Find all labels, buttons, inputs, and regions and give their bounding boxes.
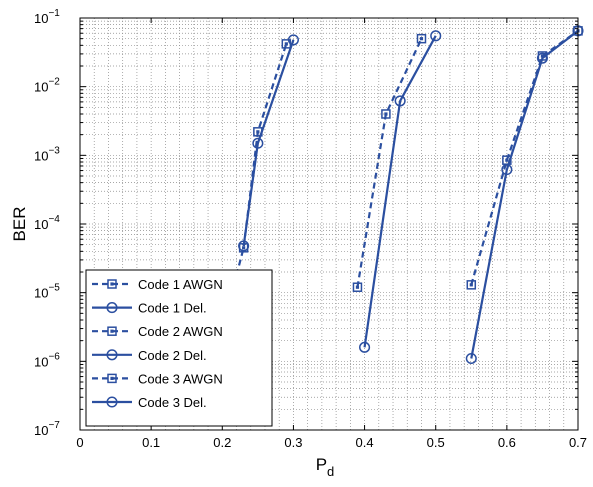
x-tick-label: 0 [76,435,83,450]
legend-label: Code 3 Del. [138,395,207,410]
x-tick-label: 0.4 [356,435,374,450]
y-tick-exponent: −5 [48,283,60,294]
series-4 [359,30,442,353]
data-point-circle [430,30,442,42]
data-point-square-center [256,130,260,134]
axis-ticks [79,17,579,431]
legend-label: Code 2 AWGN [138,324,223,339]
data-point-square-center [355,285,360,289]
y-tick-exponent: −3 [48,145,60,156]
y-tick-label: 10−3 [34,145,60,163]
legend-marker-square [107,373,117,384]
y-tick-label: 10−6 [34,351,60,369]
x-tick-label: 0.7 [569,435,587,450]
y-tick-label: 10−2 [34,77,60,95]
legend-label: Code 2 Del. [138,348,207,363]
y-tick-label: 10−4 [34,214,60,232]
data-point-square-center [469,283,473,287]
data-point-square-center [419,37,424,41]
legend-marker-circle [106,349,118,361]
series-2 [238,34,299,252]
data-point-circle [394,95,406,107]
y-tick-base: 10 [34,11,48,26]
grid-lines [80,17,578,430]
y-tick-base: 10 [34,80,48,95]
y-tick-base: 10 [34,354,48,369]
legend-entry: Code 2 AWGN [92,324,223,339]
x-tick-label: 0.2 [213,435,231,450]
data-point-circle [536,52,548,64]
data-point-square [352,282,363,292]
legend-label: Code 1 Del. [138,301,207,316]
data-point-square-center [505,158,509,162]
legend-entry: Code 2 Del. [92,348,207,363]
x-axis-label-subscript: d [327,464,334,479]
legend-entry: Code 1 Del. [92,301,207,316]
y-tick-label: 10−1 [34,8,60,26]
data-point-square-center [384,112,388,116]
data-point-square-center [540,54,545,58]
y-tick-exponent: −6 [48,351,60,362]
data-point-square [381,109,391,119]
y-axis-label: BER [10,207,29,242]
x-tick-label: 0.3 [284,435,302,450]
series-line [363,35,437,348]
y-tick-label: 10−5 [34,283,60,301]
series-line [470,29,579,359]
legend-marker-square-center [110,376,114,380]
y-tick-base: 10 [34,286,48,301]
data-point-circle [465,352,477,365]
legend-label: Code 1 AWGN [138,277,223,292]
legend-label: Code 3 AWGN [138,371,223,386]
x-tick-label: 0.5 [427,435,445,450]
data-point-circle [252,137,264,149]
series-3 [352,33,427,292]
y-tick-base: 10 [34,217,48,232]
data-point-circle [359,341,371,353]
y-tick-exponent: −2 [48,77,60,88]
legend-entry: Code 3 AWGN [92,371,223,386]
x-axis-label-main: P [316,455,327,474]
legend-marker-circle [106,302,118,314]
data-point-square [416,33,427,44]
y-tick-exponent: −1 [48,8,60,19]
data-point-circle [501,164,513,176]
legend-marker-circle [106,396,118,408]
series-line [235,43,288,276]
y-tick-base: 10 [34,148,48,163]
legend-entry: Code 3 Del. [92,395,207,410]
data-point-circle [287,34,299,46]
legend-marker-square-center [110,282,114,286]
y-tick-label: 10−7 [34,420,60,438]
y-tick-labels: 10−710−610−510−410−310−210−1 [34,8,60,438]
legend-entry: Code 1 AWGN [92,277,223,292]
y-tick-base: 10 [34,423,48,438]
legend-marker-square [107,279,117,289]
data-point-square-center [284,42,288,46]
x-axis-label: Pd [316,455,335,479]
legend: Code 1 AWGN Code 1 Del. Code 2 AWGN Code 2 … [85,269,273,427]
legend-marker-square [107,326,117,336]
y-tick-exponent: −4 [48,214,60,225]
x-tick-label: 0.1 [142,435,160,450]
data-point-circle [238,240,250,252]
x-tick-label: 0.6 [498,435,516,450]
x-tick-labels: 0 0.1 0.2 0.3 0.4 0.5 0.6 0.7 [76,435,587,450]
data-point-square [466,280,477,290]
series-line [242,39,295,247]
data-point-square-center [242,246,246,250]
y-tick-exponent: −7 [48,420,60,431]
legend-marker-square-center [110,329,114,333]
